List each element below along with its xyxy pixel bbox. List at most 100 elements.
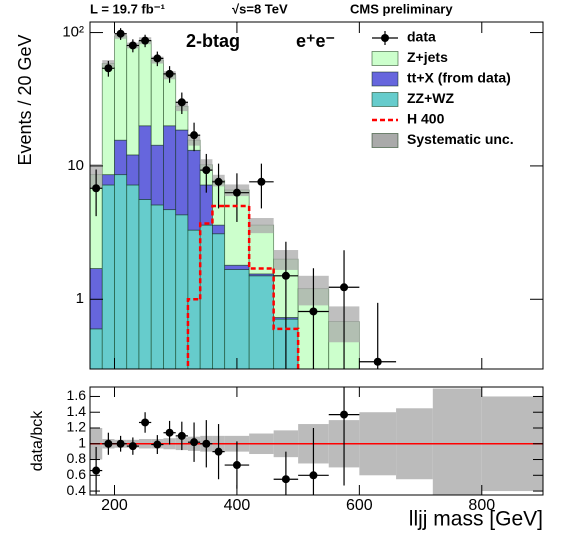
y-tick-label: 1.2 [67,419,87,435]
stack-bar [150,59,164,146]
x-tick-label: 800 [468,497,495,514]
frame [89,386,544,496]
ratio-plot [90,387,543,495]
stack-bar [101,184,115,369]
ratio-point [190,438,199,447]
data-point [128,41,137,50]
y-tick-label: 1 [76,290,84,307]
lumi: L = 19.7 fb⁻¹ [90,1,165,16]
frame [89,21,544,370]
data-point [202,166,211,175]
stack-bar [138,40,152,127]
ratio-point [128,442,137,451]
ratio-point [177,431,186,440]
stack-bar [175,129,189,216]
signal-step [247,206,274,270]
stack-bar [212,224,226,235]
stack-bar [114,174,128,369]
signal-step [272,268,300,369]
data-point [309,307,318,316]
stack-bar [101,174,115,186]
ratio-point [281,475,290,484]
y-tick-label: 1 [78,434,86,450]
ratio-point [92,466,101,475]
legend-swatch [371,133,399,148]
ratio-point [340,410,349,419]
ratio-point [153,440,162,449]
x-tick-label: 400 [224,497,251,514]
category-label: 2-btag [186,31,240,51]
stack-bar [114,139,128,176]
ratio-point [214,447,223,456]
stack-bar [248,275,275,369]
data-point [177,98,186,107]
channel-label: e⁺e⁻ [296,31,335,51]
data-point [92,184,101,193]
legend-swatch [371,92,399,107]
stack-bar [187,229,201,369]
stack-bar [126,45,140,156]
data-point [232,188,241,197]
signal-step [198,222,213,300]
main-plot [90,28,397,369]
stack-bar [248,224,275,275]
axes: data Z+jets tt+X (from data) ZZ+WZ H 400 Syst… [62,21,544,514]
y-tick-label: 0.8 [67,450,87,466]
y-tick-label: 0.4 [67,482,87,498]
ratio-point [104,439,113,448]
stack-bar [163,125,177,211]
legend-label: H 400 [407,111,445,127]
stack-bar [163,209,177,369]
stack-bar [90,268,103,330]
data-point [165,69,174,78]
legend-swatch [371,71,399,87]
data-point [373,357,382,366]
signal-step [211,204,225,224]
data-point [104,64,113,73]
ratio-y-axis-label: data/bck [29,410,46,471]
ratio-point [141,418,150,427]
ratio-point [116,439,125,448]
stack-bar [138,199,152,369]
data-point [257,177,266,186]
ratio-point [232,461,241,470]
signal-step [186,298,201,369]
y-tick-label: 1.6 [67,387,87,403]
y-axis-label: Events / 20 GeV [15,34,35,165]
data-point [116,29,125,38]
data-point [214,177,223,186]
data-point [340,283,349,292]
data-point [153,54,162,63]
ratio-point [202,439,211,448]
legend-label: tt+X (from data) [407,70,511,86]
legend-swatch [371,51,399,66]
stack-bar [175,214,189,369]
y-tick-label: 10 [67,157,84,174]
x-tick-label: 600 [346,497,373,514]
syst-band [249,218,274,234]
stack-bar [101,63,115,176]
syst-band [432,388,482,495]
ratio-point [309,471,318,480]
x-tick-label: 200 [101,497,128,514]
legend-label: Z+jets [407,49,448,65]
data-point [281,271,290,280]
stack-bar [187,149,201,231]
y-tick-label: 10² [62,24,84,41]
legend-label: ZZ+WZ [407,90,454,106]
x-axis-label: lljj mass [GeV] [409,508,543,531]
legend-swatch [381,34,389,42]
stack-bar [150,144,164,206]
legend-label: Systematic unc. [407,131,514,147]
stack-bar [212,233,226,369]
y-tick-label: 1.4 [67,403,87,419]
legend-label: data [407,29,436,45]
data-point [141,36,150,45]
data-point [190,131,199,140]
experiment: CMS preliminary [350,1,453,16]
stack-bar [126,154,140,186]
stack-bar [224,269,250,369]
ratio-point [165,428,174,437]
y-tick-label: 0.6 [67,466,87,482]
